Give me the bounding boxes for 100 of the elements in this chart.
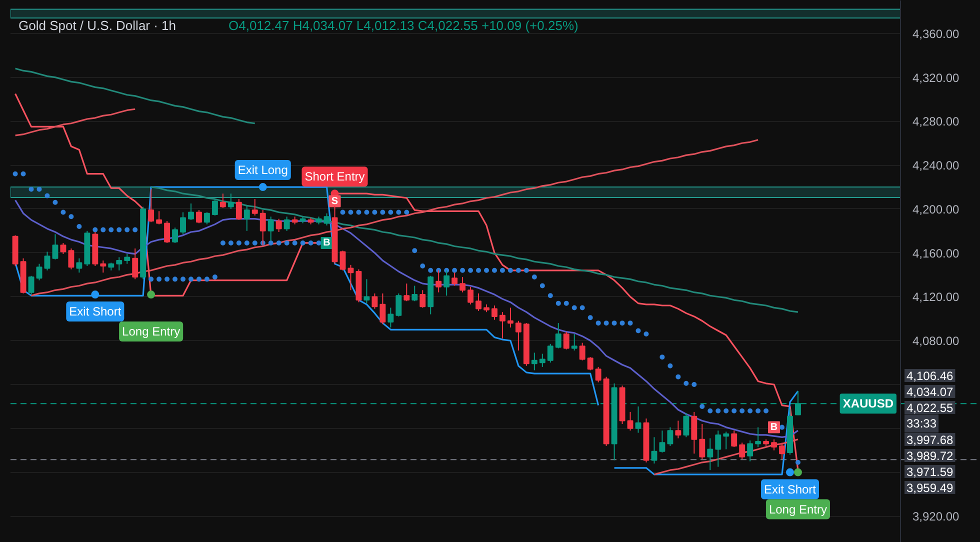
candlestick bbox=[683, 412, 690, 438]
text: 4,022.55 bbox=[906, 401, 954, 415]
candlestick bbox=[124, 253, 130, 264]
candlestick bbox=[675, 420, 682, 439]
y-tick-label: 4,280.00 bbox=[912, 114, 960, 129]
ref-line-label: XAUUSD bbox=[842, 396, 894, 411]
line-series bbox=[14, 199, 799, 438]
candlestick bbox=[204, 212, 210, 225]
data-label: Long Entry bbox=[122, 324, 180, 339]
candlestick bbox=[555, 322, 562, 349]
candlestick bbox=[771, 438, 777, 451]
candlestick bbox=[76, 258, 82, 274]
candlestick bbox=[164, 220, 170, 244]
candlestick bbox=[651, 436, 658, 464]
candlestick bbox=[507, 307, 514, 328]
candlestick bbox=[116, 256, 122, 271]
candlestick bbox=[220, 193, 226, 208]
candlestick bbox=[196, 210, 202, 224]
candlestick bbox=[595, 366, 602, 383]
candlestick bbox=[188, 202, 194, 220]
text: 3,959.49 bbox=[906, 481, 954, 495]
candlestick bbox=[731, 430, 738, 448]
candlestick bbox=[404, 283, 410, 302]
y-tick-label: 3,920.00 bbox=[912, 510, 960, 524]
point bbox=[147, 290, 156, 299]
line-series bbox=[14, 108, 136, 136]
candlestick bbox=[627, 411, 634, 432]
candlestick bbox=[547, 343, 554, 364]
y-tick-label: 4,360.00 bbox=[912, 26, 960, 41]
candlestick bbox=[444, 270, 450, 296]
candlestick bbox=[587, 356, 594, 371]
candlestick bbox=[779, 442, 785, 460]
candlestick bbox=[460, 276, 466, 293]
text: 3,997.68 bbox=[906, 433, 954, 447]
candlestick bbox=[723, 431, 730, 450]
candlestick bbox=[739, 442, 746, 460]
data-label: B bbox=[323, 237, 330, 248]
candlestick bbox=[515, 320, 522, 351]
candlestick bbox=[468, 286, 474, 305]
candlestick bbox=[244, 205, 250, 232]
y-tick-label: 4,240.00 bbox=[912, 158, 960, 173]
line-series bbox=[653, 438, 799, 476]
candlestick bbox=[715, 430, 722, 468]
candlestick bbox=[68, 248, 74, 270]
text: Gold Spot / U.S. Dollar · 1h bbox=[18, 18, 176, 33]
y-tick-label: 4,320.00 bbox=[912, 70, 960, 85]
candlestick bbox=[531, 352, 538, 371]
candlestick bbox=[284, 216, 290, 232]
text: O4,012.47 H4,034.07 L4,012.13 C4,022.55 +10.09 (+0.25%) bbox=[228, 18, 578, 33]
candlestick bbox=[132, 248, 138, 280]
candlestick bbox=[659, 430, 666, 454]
candlestick bbox=[60, 242, 66, 254]
candlestick bbox=[52, 234, 58, 260]
candlestick bbox=[500, 312, 506, 339]
point bbox=[91, 290, 100, 299]
text: 4,034.07 bbox=[906, 385, 954, 399]
candlestick bbox=[388, 307, 394, 328]
data-label: S bbox=[331, 196, 338, 207]
candlestick bbox=[348, 264, 354, 291]
candlestick bbox=[212, 198, 218, 216]
candlestick bbox=[380, 292, 386, 325]
y-tick-label: 4,200.00 bbox=[912, 202, 960, 216]
candlestick bbox=[492, 305, 498, 320]
candlestick bbox=[667, 426, 674, 446]
candlestick bbox=[747, 440, 754, 462]
candlestick bbox=[699, 424, 706, 460]
candlestick bbox=[364, 278, 370, 304]
candlestick bbox=[707, 438, 714, 471]
candlestick bbox=[755, 426, 762, 448]
point bbox=[786, 468, 794, 476]
candlestick bbox=[172, 227, 178, 244]
candlestick bbox=[100, 260, 106, 274]
candlestick bbox=[156, 210, 162, 225]
candlestick bbox=[635, 406, 642, 434]
point bbox=[794, 468, 802, 476]
text: 33:33 bbox=[906, 416, 937, 430]
data-label: Long Entry bbox=[768, 502, 828, 516]
candlestick bbox=[236, 198, 242, 220]
candlestick bbox=[563, 331, 570, 350]
candlestick bbox=[276, 218, 282, 232]
candlestick bbox=[44, 251, 50, 271]
line-series bbox=[14, 68, 256, 124]
y-tick-label: 4,160.00 bbox=[912, 246, 960, 260]
candlestick bbox=[228, 193, 234, 210]
data-label: Short Entry bbox=[304, 170, 365, 184]
candlestick bbox=[579, 342, 586, 361]
candlestick bbox=[180, 212, 186, 235]
candlestick bbox=[28, 275, 34, 296]
candlestick bbox=[539, 353, 546, 368]
y-tick-label: 4,120.00 bbox=[912, 290, 960, 304]
candlestick bbox=[252, 198, 258, 216]
candlestick bbox=[476, 292, 482, 312]
candlestick bbox=[396, 292, 402, 317]
text: 4,106.46 bbox=[906, 369, 954, 383]
candlestick bbox=[324, 212, 330, 226]
y-tick-label: 4,080.00 bbox=[912, 334, 960, 348]
candlestick bbox=[148, 188, 154, 223]
candlestick bbox=[412, 285, 418, 302]
point bbox=[258, 183, 267, 192]
line-series bbox=[150, 186, 799, 313]
